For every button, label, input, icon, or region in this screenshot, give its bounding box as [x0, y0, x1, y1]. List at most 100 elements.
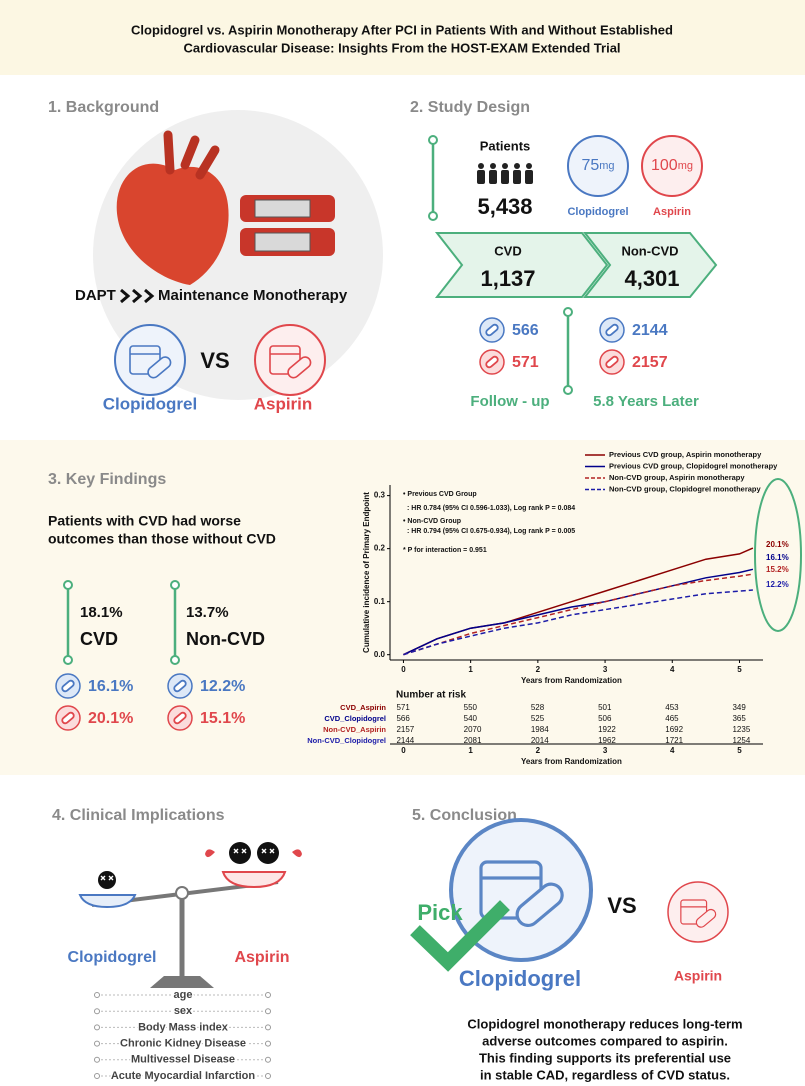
factor-dot: [94, 1024, 100, 1031]
person-icon: [489, 170, 497, 184]
pill-icon: [605, 323, 619, 337]
x-tick-label: 3: [603, 665, 608, 674]
dose-circle: [641, 135, 703, 197]
risk-value: 349: [732, 703, 746, 712]
dapt-label: DAPT: [75, 287, 116, 304]
drug-icon: [667, 881, 729, 943]
factor: Multivessel Disease: [131, 1054, 235, 1066]
risk-value: 2157: [396, 725, 414, 734]
group-label: CVD: [494, 243, 521, 258]
x-tick-label: 1: [468, 665, 473, 674]
risk-value: 571: [396, 703, 410, 712]
risk-value: 1962: [598, 736, 616, 745]
risk-value: 1235: [732, 725, 750, 734]
person-icon: [525, 170, 533, 184]
person-icon: [501, 170, 509, 184]
risk-value: 506: [598, 714, 612, 723]
pill-icon: [485, 323, 499, 337]
vs: VS: [607, 893, 636, 918]
risk-value: 2070: [464, 725, 482, 734]
risk-title: Number at risk: [396, 690, 466, 701]
legend-entry: Previous CVD group, Aspirin monotherapy: [609, 450, 762, 459]
conclusion-text: adverse outcomes compared to aspirin.: [482, 1033, 728, 1048]
arm-count: 566: [512, 322, 539, 339]
conclusion-text: in stable CAD, regardless of CVD status.: [480, 1067, 730, 1082]
scale-pivot: [175, 886, 189, 900]
maintenance-label: Maintenance Monotherapy: [158, 287, 348, 304]
conclusion-text: This finding supports its preferential u…: [479, 1050, 731, 1065]
highlight: [754, 478, 802, 632]
dose-unit: mg: [599, 160, 614, 172]
person-icon: [513, 170, 521, 184]
arrow-icon: [132, 288, 143, 304]
factor-dot: [94, 992, 100, 998]
person-icon: [526, 163, 532, 169]
factor-dot: [265, 1073, 271, 1079]
pill-icon: [61, 711, 75, 725]
drug-pill: [515, 882, 564, 928]
group-label: CVD: [80, 629, 118, 649]
factor: age: [174, 989, 193, 1001]
title: Clopidogrel vs. Aspirin Monotherapy Afte…: [131, 22, 673, 37]
factor: Chronic Kidney Disease: [120, 1038, 246, 1050]
legend-entry: Non-CVD group, Aspirin monotherapy: [609, 473, 745, 482]
risk-value: 2014: [531, 736, 549, 745]
followup: 5.8 Years Later: [593, 393, 699, 410]
pick: Pick: [417, 900, 463, 925]
risk-value: 1984: [531, 725, 549, 734]
y-tick-label: 0.3: [374, 491, 386, 500]
risk-row-name: CVD_Aspirin: [340, 703, 386, 712]
check-icon: [410, 900, 510, 972]
factor-dot: [94, 1040, 100, 1047]
dose-label: 100mg: [651, 157, 693, 174]
x-axis-label: Years from Randomization: [521, 676, 622, 685]
drug-label: Clopidogrel: [103, 394, 197, 413]
dose-value: 75: [581, 157, 599, 174]
face-eyes: [261, 848, 275, 854]
risk-value: 453: [665, 703, 679, 712]
rate: 13.7%: [186, 604, 229, 621]
y-tick-label: 0.2: [374, 544, 386, 553]
drug-label: Clopidogrel: [68, 949, 157, 966]
y-axis-label: Cumulative incidence of Primary Endpoint: [362, 492, 371, 653]
drug-label: Clopidogrel: [459, 966, 581, 991]
km-curve: [403, 589, 753, 656]
group-label: Non-CVD: [186, 629, 265, 649]
factor: Body Mass index: [138, 1021, 229, 1033]
timeline-dot: [170, 655, 180, 665]
y-tick-label: 0.1: [374, 597, 386, 606]
factor-dot: [265, 1008, 271, 1015]
factor: sex: [174, 1005, 193, 1017]
person-icon: [514, 163, 520, 169]
timeline-dot: [63, 655, 73, 665]
vs: VS: [200, 348, 229, 373]
group-count: 1,137: [480, 266, 535, 291]
person-icon: [502, 163, 508, 169]
drug-icon: [254, 324, 326, 396]
timeline-dot: [170, 580, 180, 590]
annotation: * P for interaction = 0.951: [403, 547, 487, 554]
timeline-dot: [563, 307, 573, 317]
end-label: 16.1%: [766, 553, 789, 562]
arrow-icon: [144, 288, 155, 304]
statement: outcomes than those without CVD: [48, 531, 276, 547]
km-curve: [403, 573, 754, 656]
findings-band: [0, 440, 805, 775]
arm-count: 571: [512, 354, 539, 371]
x-tick-label: 3: [603, 746, 608, 755]
scale-pan: [78, 894, 137, 909]
drug-icon: [114, 324, 186, 396]
risk-value: 566: [396, 714, 410, 723]
risk-value: 2081: [464, 736, 482, 745]
legend-entry: Previous CVD group, Clopidogrel monother…: [609, 461, 778, 470]
x-tick-label: 4: [670, 746, 675, 755]
patients-label: Patients: [480, 138, 531, 153]
person-icon: [490, 163, 496, 169]
statement: Patients with CVD had worse: [48, 513, 241, 529]
arrow-icon: [120, 288, 131, 304]
dose-label: 75mg: [581, 157, 614, 174]
x-tick-label: 5: [737, 746, 742, 755]
annotation: : HR 0.784 (95% CI 0.596-1.033), Log ran…: [407, 505, 575, 512]
heart: [116, 163, 229, 285]
